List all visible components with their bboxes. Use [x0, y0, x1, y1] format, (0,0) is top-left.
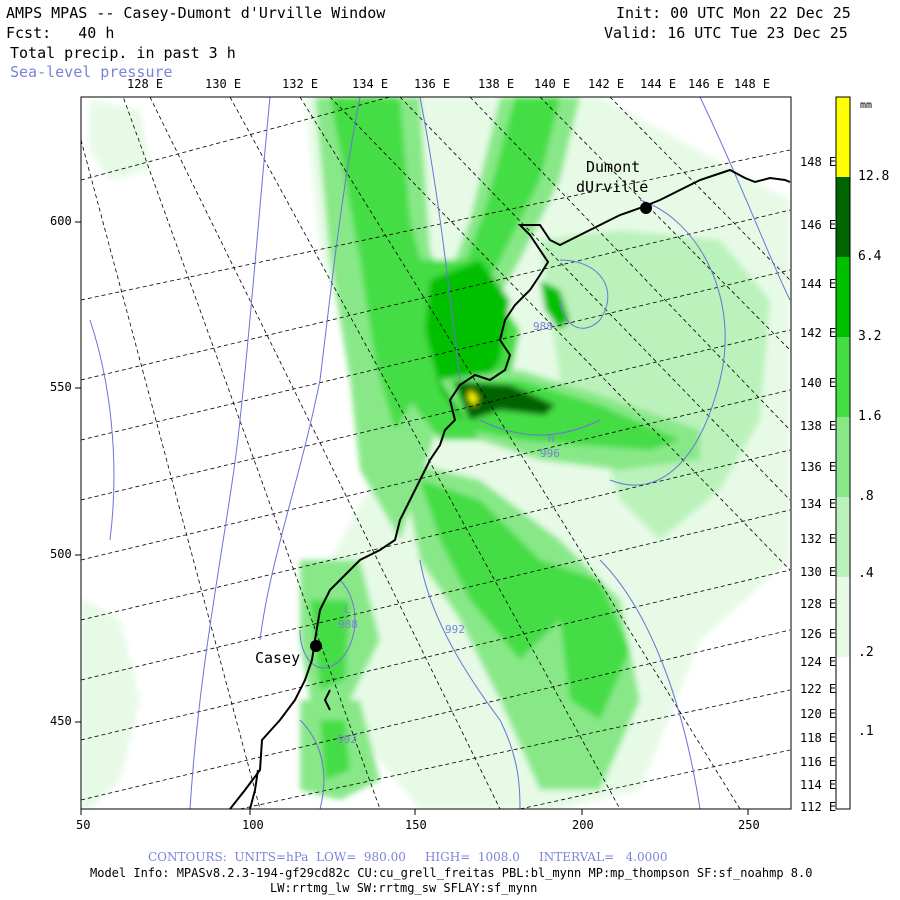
lon-label-top: 146 E — [688, 77, 725, 91]
colorbar-unit: mm — [860, 100, 873, 111]
y-tick-label: 600 — [50, 214, 72, 228]
valid-time: Valid: 16 UTC Tue 23 Dec 25 — [604, 24, 848, 42]
lon-label-right: 130 E — [800, 565, 837, 579]
colorbar-swatch — [836, 497, 850, 577]
casey-marker — [310, 640, 322, 652]
graticule — [81, 97, 791, 809]
lon-label-right: 126 E — [800, 627, 837, 641]
lon-label-right: 148 E — [800, 155, 837, 169]
lon-label-right: 114 E — [800, 778, 837, 792]
colorbar-level: 3.2 — [858, 329, 882, 344]
lon-label-right: 120 E — [800, 707, 837, 721]
x-tick-label: 200 — [572, 818, 594, 832]
lon-label-top: 130 E — [205, 77, 242, 91]
colorbar-level: .8 — [858, 489, 874, 504]
colorbar-swatch — [836, 257, 850, 337]
lon-label-top: 144 E — [640, 77, 677, 91]
lon-label-right: 116 E — [800, 755, 837, 769]
map-title: AMPS MPAS -- Casey-Dumont d'Urville Wind… — [6, 4, 386, 22]
map-area — [81, 97, 791, 809]
lon-label-top: 140 E — [534, 77, 571, 91]
pressure-low-marker: L — [344, 603, 351, 616]
forecast-hour: Fcst: 40 h — [6, 24, 115, 42]
lon-label-top: 132 E — [282, 77, 319, 91]
pressure-contours — [89, 97, 791, 809]
lon-label-right: 144 E — [800, 277, 837, 291]
lon-label-right: 128 E — [800, 597, 837, 611]
x-axis-ticks — [80, 809, 749, 815]
colorbar-swatch — [836, 97, 850, 177]
contour-label: 992 — [445, 623, 465, 636]
place-label-casey: Casey — [255, 649, 301, 667]
lon-label-right: 118 E — [800, 731, 837, 745]
colorbar-swatch — [836, 337, 850, 417]
lon-label-top: 134 E — [352, 77, 389, 91]
contour-label: 988 — [533, 320, 553, 333]
colorbar-level: .2 — [858, 645, 874, 660]
lon-label-right: 134 E — [800, 497, 837, 511]
y-tick-label: 500 — [50, 547, 72, 561]
lon-label-right: 142 E — [800, 326, 837, 340]
place-label-durville: dUrville — [576, 178, 649, 196]
x-tick-label: 50 — [76, 818, 91, 832]
lon-label-top: 136 E — [414, 77, 451, 91]
model-info-line2: LW:rrtmg_lw SW:rrtmg_sw SFLAY:sf_mynn — [270, 881, 538, 895]
lon-label-right: 146 E — [800, 218, 837, 232]
lon-label-right: 124 E — [800, 655, 837, 669]
colorbar-swatch — [836, 577, 850, 657]
lon-label-top: 128 E — [127, 77, 164, 91]
lon-label-right: 122 E — [800, 682, 837, 696]
pressure-high-marker: H — [548, 432, 555, 445]
field-name: Total precip. in past 3 h — [10, 44, 236, 62]
colorbar-level: .1 — [858, 724, 874, 739]
x-tick-label: 100 — [242, 818, 264, 832]
contour-label: 992 — [337, 733, 357, 746]
overlay-name: Sea-level pressure — [10, 63, 173, 81]
lon-label-right: 112 E — [800, 800, 837, 814]
lon-label-right: 140 E — [800, 376, 837, 390]
lon-label-top: 138 E — [478, 77, 515, 91]
dumont-durville-marker — [640, 202, 652, 214]
place-label-dumont: Dumont — [586, 158, 641, 176]
coastline — [229, 168, 791, 809]
lon-label-right: 136 E — [800, 460, 837, 474]
colorbar — [835, 96, 851, 810]
colorbar-swatch — [836, 177, 850, 257]
colorbar-level: 6.4 — [858, 249, 882, 264]
lon-label-top: 142 E — [588, 77, 625, 91]
lon-label-right: 138 E — [800, 419, 837, 433]
colorbar-level: 12.8 — [858, 169, 890, 184]
contour-info: CONTOURS: UNITS=hPa LOW= 980.00 HIGH= 10… — [148, 850, 668, 864]
lon-label-right: 132 E — [800, 532, 837, 546]
contour-label: 996 — [540, 447, 560, 460]
contour-label: 988 — [338, 618, 358, 631]
x-tick-label: 250 — [738, 818, 760, 832]
lon-label-top: 148 E — [734, 77, 771, 91]
colorbar-swatch — [836, 417, 850, 497]
init-time: Init: 00 UTC Mon 22 Dec 25 — [616, 4, 851, 22]
colorbar-level: 1.6 — [858, 409, 882, 424]
y-axis-ticks — [75, 221, 81, 723]
y-tick-label: 550 — [50, 380, 72, 394]
colorbar-swatch — [836, 657, 850, 809]
model-info: Model Info: MPASv8.2.3-194-gf29cd82c CU:… — [90, 866, 813, 880]
x-tick-label: 150 — [405, 818, 427, 832]
y-tick-label: 450 — [50, 714, 72, 728]
map-frame — [80, 96, 792, 810]
colorbar-level: .4 — [858, 566, 874, 581]
